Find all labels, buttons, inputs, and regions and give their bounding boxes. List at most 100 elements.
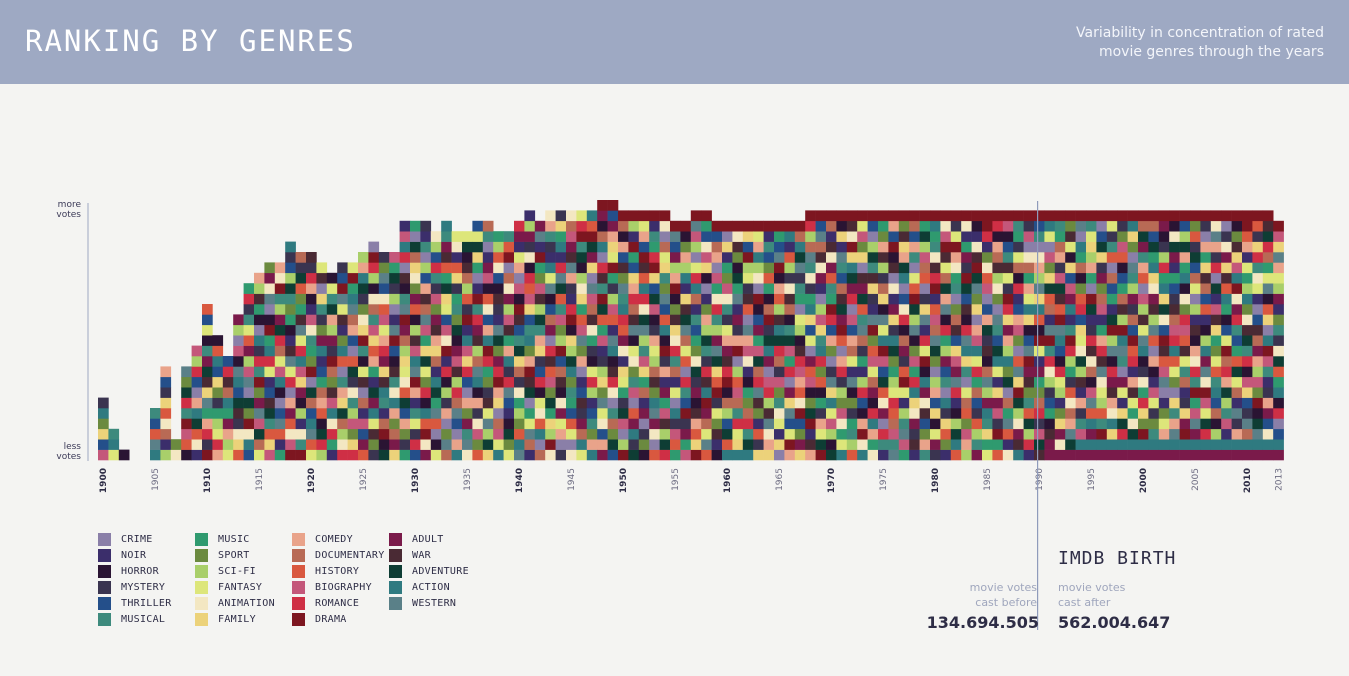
heatmap-cell-1981-documentary [940,272,952,284]
heatmap-cell-1956-horror [680,231,692,242]
heatmap-cell-1965-biography [774,376,785,388]
heatmap-cell-2006-drama [1200,210,1212,222]
heatmap-cell-1974-crime [867,231,879,242]
heatmap-cell-2001-horror [1148,366,1160,378]
heatmap-cell-1944-sport [555,324,567,336]
heatmap-cell-1980-family [930,408,941,419]
heatmap-cell-1978-sport [909,345,920,357]
heatmap-cell-1984-drama [971,262,983,274]
heatmap-cell-1945-noir [566,293,577,305]
heatmap-cell-2010-thriller [1242,397,1253,409]
heatmap-cell-1965-documentary [774,356,785,367]
heatmap-cell-1913-family [233,439,244,450]
heatmap-cell-1982-animation [950,262,962,274]
heatmap-cell-1928-noir [389,314,400,326]
heatmap-cell-1966-drama [784,220,796,232]
heatmap-cell-1942-fantasy [534,397,546,409]
heatmap-cell-1955-action [670,408,681,419]
heatmap-cell-2000-musical [1138,252,1149,263]
heatmap-cell-1979-drama [919,210,931,222]
heatmap-cell-1940-family [514,356,525,367]
heatmap-cell-1952-mystery [638,428,650,440]
heatmap-cell-1982-action [950,439,962,450]
heatmap-cell-1931-drama [420,428,432,440]
heatmap-cell-1938-documentary [493,418,504,430]
heatmap-cell-1943-adult [545,324,556,336]
heatmap-cell-1961-horror [732,262,744,274]
heatmap-cell-1994-horror [1075,272,1087,284]
heatmap-cell-2000-crime [1138,283,1149,294]
heatmap-cell-2002-sci-fi [1158,252,1170,263]
heatmap-cell-1978-adult [909,418,920,430]
heatmap-cell-1983-music [961,241,972,253]
heatmap-cell-1962-documentary [742,408,754,419]
heatmap-cell-1914-romance [243,293,255,305]
heatmap-cell-1921-thriller [316,366,328,378]
heatmap-cell-1916-fantasy [264,366,276,378]
heatmap-cell-1993-adult [1065,449,1076,461]
heatmap-cell-1943-drama [545,439,556,450]
heatmap-cell-1958-adventure [701,335,712,346]
heatmap-cell-1955-family [670,324,681,336]
heatmap-cell-1944-animation [555,397,567,409]
heatmap-cell-1926-sci-fi [368,272,380,284]
heatmap-cell-2010-mystery [1242,408,1253,419]
heatmap-cell-1962-noir [742,366,754,378]
heatmap-cell-1927-action [378,387,390,398]
heatmap-cell-1947-horror [586,356,598,367]
heatmap-cell-1934-biography [451,356,463,367]
heatmap-cell-1919-animation [295,428,307,440]
heatmap-cell-1976-western [888,449,900,461]
heatmap-cell-1949-crime [607,397,619,409]
heatmap-cell-2002-adventure [1158,304,1170,315]
heatmap-cell-1940-thriller [514,324,525,336]
heatmap-cell-1963-horror [753,304,764,315]
heatmap-cell-1942-biography [534,283,546,294]
heatmap-cell-1984-sport [971,293,983,305]
heatmap-cell-1948-adventure [597,304,608,315]
legend-label: ADULT [412,534,444,545]
heatmap-cell-2006-action [1200,345,1212,357]
heatmap-cell-1999-musical [1127,272,1139,284]
heatmap-cell-1919-history [295,283,307,294]
heatmap-cell-2002-noir [1158,397,1170,409]
heatmap-cell-2007-thriller [1210,397,1222,409]
heatmap-cell-1993-animation [1065,397,1076,409]
heatmap-cell-1946-history [576,314,588,326]
heatmap-cell-1953-sport [649,387,660,398]
heatmap-cell-1966-comedy [784,449,796,461]
heatmap-cell-1906-documentary [160,428,172,440]
heatmap-cell-1947-family [586,262,598,274]
heatmap-cell-1951-music [628,252,640,263]
heatmap-cell-1939-musical [503,231,515,242]
heatmap-cell-2006-animation [1200,376,1212,388]
heatmap-cell-1975-adventure [878,376,889,388]
heatmap-cell-1910-comedy [202,418,213,430]
heatmap-cell-1976-drama [888,241,900,253]
heatmap-cell-1912-war [222,376,234,388]
heatmap-cell-2005-action [1190,439,1201,450]
heatmap-cell-1931-adult [420,449,432,461]
heatmap-cell-1993-history [1065,387,1076,398]
heatmap-cell-2000-adventure [1138,231,1149,242]
heatmap-cell-1942-noir [534,241,546,253]
heatmap-cell-1977-thriller [898,293,910,305]
heatmap-cell-1939-romance [503,376,515,388]
heatmap-cell-1945-sport [566,376,577,388]
heatmap-cell-2000-animation [1138,376,1149,388]
heatmap-cell-1944-adventure [555,283,567,294]
heatmap-cell-1944-musical [555,304,567,315]
heatmap-cell-1969-drama [815,449,827,461]
heatmap-cell-1992-sport [1054,408,1066,419]
heatmap-cell-1931-horror [420,397,432,409]
heatmap-cell-1914-biography [243,366,255,378]
heatmap-cell-1991-sport [1044,262,1056,274]
heatmap-cell-1949-family [607,241,619,253]
heatmap-cell-1920-horror [306,293,317,305]
heatmap-cell-1937-animation [482,304,494,315]
heatmap-cell-1979-thriller [919,418,931,430]
heatmap-cell-1937-comedy [482,324,494,336]
heatmap-cell-1968-mystery [805,283,816,294]
heatmap-cell-1966-family [784,397,796,409]
heatmap-cell-1991-mystery [1044,387,1056,398]
